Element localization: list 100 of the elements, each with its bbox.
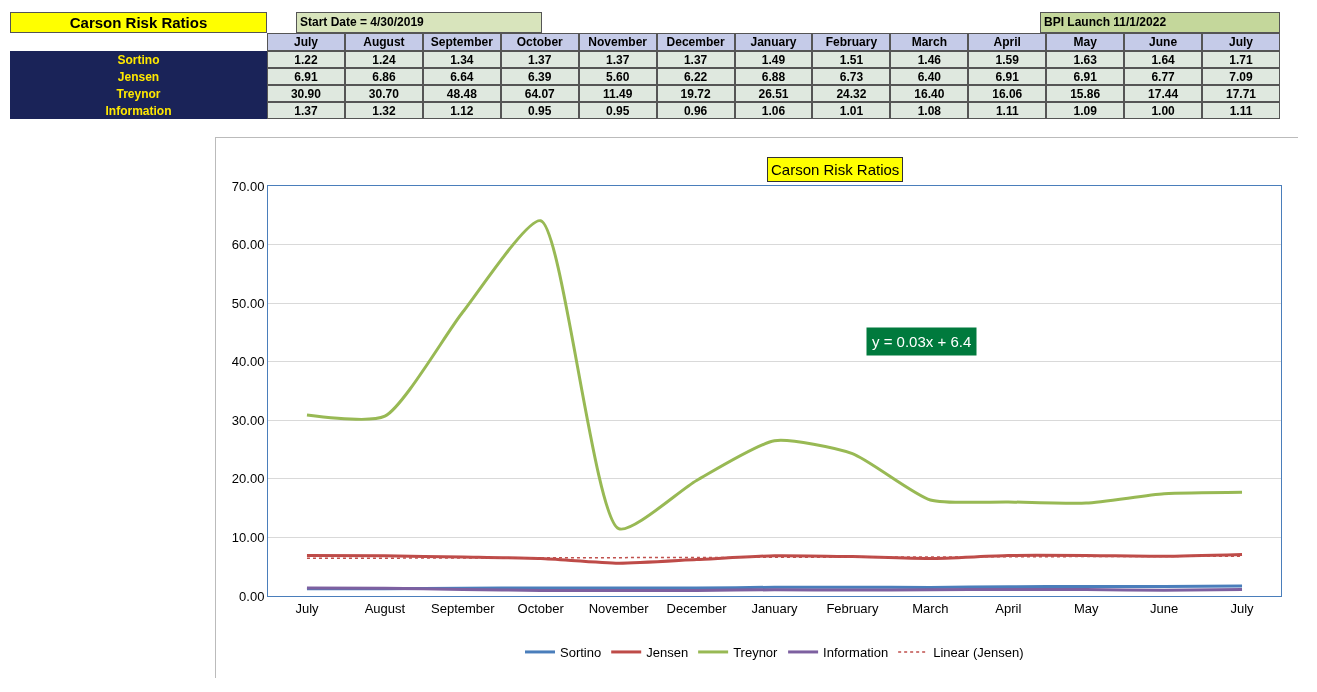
data-label: 6.22 (656, 68, 735, 85)
category-label: October (516, 35, 563, 49)
data-label: 6.40 (890, 68, 969, 85)
y-tick-label: 10.00 (231, 529, 265, 545)
category-label: April (993, 35, 1021, 49)
chart-title: Carson Risk Ratios (69, 14, 208, 31)
data-label: 1.09 (1046, 102, 1125, 119)
x-tick-label: December (666, 600, 728, 616)
data-label: 1.37 (500, 51, 579, 68)
data-label: 1.11 (968, 102, 1047, 119)
x-tick-label: September (431, 600, 496, 616)
chart-title: Carson Risk Ratios (771, 161, 900, 178)
x-tick-label: November (588, 600, 650, 616)
data-label: 1.34 (422, 51, 501, 68)
data-label: 1.32 (344, 102, 423, 119)
data-label: 1.01 (812, 102, 891, 119)
data-label: 11.49 (578, 85, 657, 102)
data-label: 1.59 (968, 51, 1047, 68)
legend-label: Jensen (646, 645, 689, 661)
x-tick-label: June (1150, 600, 1179, 616)
category-label: May (1073, 35, 1097, 49)
x-tick-label: May (1073, 600, 1099, 616)
data-label: 19.72 (656, 85, 735, 102)
data-label: 1.24 (344, 51, 423, 68)
data-label: 6.91 (267, 68, 345, 85)
data-label: 30.70 (344, 85, 423, 102)
category-label: March (911, 35, 947, 49)
data-label: 17.71 (1202, 85, 1280, 102)
data-label: 1.11 (1202, 102, 1280, 119)
category-label: August (363, 35, 405, 49)
data-label: 1.00 (1124, 102, 1203, 119)
data-label: 6.91 (968, 68, 1047, 85)
data-label: 6.77 (1124, 68, 1203, 85)
legend-label: Information (823, 645, 889, 661)
data-label: 1.63 (1046, 51, 1125, 68)
data-label: 0.95 (500, 102, 579, 119)
category-label: September (430, 35, 493, 49)
data-label: 6.73 (812, 68, 891, 85)
x-tick-label: February (826, 600, 879, 616)
data-label: 1.51 (812, 51, 891, 68)
data-label: 1.46 (890, 51, 969, 68)
data-label: 15.86 (1046, 85, 1125, 102)
data-label: 48.48 (422, 85, 501, 102)
y-tick-label: 40.00 (231, 354, 265, 370)
data-label: 1.49 (734, 51, 813, 68)
data-label: 1.12 (422, 102, 501, 119)
y-tick-label: 60.00 (231, 237, 265, 253)
text: Jensen (117, 70, 160, 84)
data-label: 17.44 (1124, 85, 1203, 102)
data-label: 5.60 (578, 68, 657, 85)
category-label: November (588, 35, 647, 49)
x-tick-label: April (995, 600, 1022, 616)
category-label: July (1229, 35, 1254, 49)
text: Sortino (117, 53, 160, 67)
category-label: June (1149, 35, 1178, 49)
data-label: 1.06 (734, 102, 813, 119)
x-tick-label: July (1230, 600, 1255, 616)
data-label: 1.64 (1124, 51, 1203, 68)
data-label: 16.40 (890, 85, 969, 102)
data-label: 1.37 (656, 51, 735, 68)
data-label: 1.37 (578, 51, 657, 68)
data-label: 16.06 (968, 85, 1047, 102)
data-label: 26.51 (734, 85, 813, 102)
data-label: 7.09 (1202, 68, 1280, 85)
legend-label: Linear (Jensen) (933, 645, 1024, 661)
x-tick-label: October (517, 600, 565, 616)
data-label: 0.95 (578, 102, 657, 119)
x-tick-label: August (364, 600, 406, 616)
line-series (305, 219, 1244, 531)
text: Treynor (116, 87, 161, 101)
y-tick-label: 50.00 (231, 295, 265, 311)
x-tick-label: July (295, 600, 320, 616)
data-label: 6.86 (344, 68, 423, 85)
text: Start Date = 4/30/2019 (296, 12, 542, 33)
data-label: 64.07 (500, 85, 579, 102)
category-label: December (666, 35, 725, 49)
data-label: 1.22 (267, 51, 345, 68)
category-label: January (750, 35, 797, 49)
text: Information (105, 104, 172, 118)
data-label: 1.71 (1202, 51, 1280, 68)
y-tick-label: 70.00 (231, 178, 265, 194)
data-label: 1.37 (267, 102, 345, 119)
y-tick-label: 0.00 (239, 588, 265, 604)
text: BPI Launch 11/1/2022 (1040, 12, 1280, 33)
y-tick-label: 30.00 (231, 412, 265, 428)
data-label: 24.32 (812, 85, 891, 102)
category-label: July (293, 35, 318, 49)
data-label: 6.39 (500, 68, 579, 85)
y-tick-label: 20.00 (231, 471, 265, 487)
legend-label: Treynor (733, 645, 779, 661)
category-label: February (825, 35, 878, 49)
legend-label: Sortino (560, 645, 602, 661)
annotation: y = 0.03x + 6.4 (872, 333, 972, 350)
x-tick-label: March (912, 600, 949, 616)
data-label: 1.08 (890, 102, 969, 119)
data-label: 6.64 (422, 68, 501, 85)
data-label: 6.88 (734, 68, 813, 85)
line-series (305, 552, 1244, 565)
data-label: 0.96 (656, 102, 735, 119)
data-label: 6.91 (1046, 68, 1125, 85)
